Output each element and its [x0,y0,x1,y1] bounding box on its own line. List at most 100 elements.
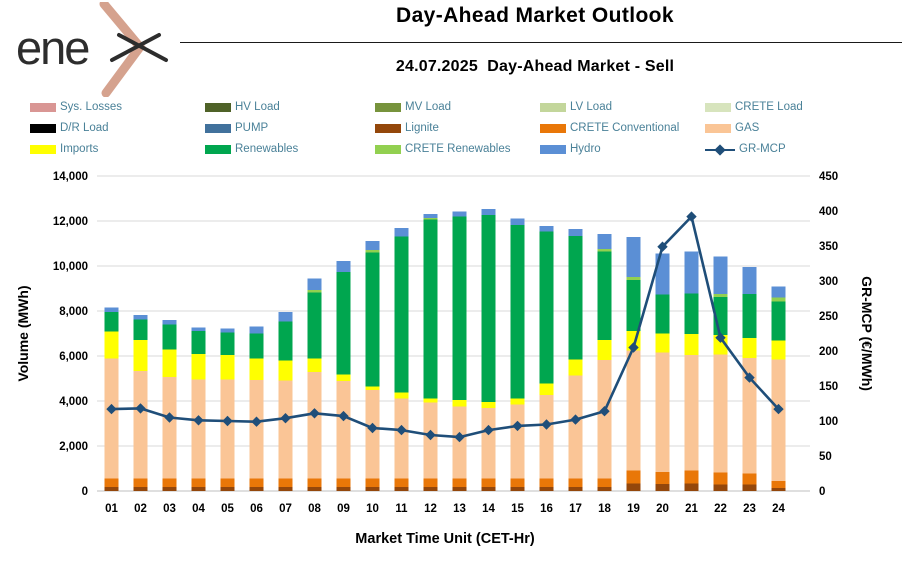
x-tick-label: 15 [511,503,524,515]
bar-segment-14-hydro [481,209,496,215]
legend-color-swatch [705,123,731,133]
bar-segment-24-crete-conventional [771,481,786,488]
bar-segment-24-gas [771,359,786,482]
bar-segment-14-crete-conventional [481,478,496,487]
bar-segment-02-gas [133,371,148,479]
legend-label: HV Load [235,101,280,113]
mcp-marker-15 [512,420,523,432]
bar-segment-04-lignite [191,486,206,491]
mcp-marker-02 [135,403,146,414]
bar-segment-17-lignite [568,486,583,491]
bar-segment-13-gas [452,406,467,479]
mcp-marker-08 [309,408,320,419]
bar-segment-07-renewables [278,321,293,361]
legend-color-swatch [375,102,401,112]
right-axis-tick-label: 400 [819,206,838,218]
x-tick-label: 14 [482,503,495,515]
bar-segment-13-crete-conventional [452,478,467,487]
x-tick-label: 19 [627,503,640,515]
mcp-marker-13 [454,431,465,443]
x-tick-label: 20 [656,503,669,515]
bar-segment-02-hydro [133,314,148,320]
bar-segment-05-imports [220,354,235,380]
legend-color-swatch [540,102,566,112]
x-tick-label: 22 [714,503,727,515]
legend-color-swatch [30,102,56,112]
bar-segment-03-hydro [162,319,177,325]
bar-segment-08-lignite [307,486,322,491]
mcp-line [111,215,780,439]
title-separator [180,42,902,43]
x-tick-label: 04 [192,503,205,515]
bar-segment-22-lignite [713,484,728,491]
bar-segment-21-hydro [684,251,699,294]
bar-segment-14-imports [481,401,496,408]
bar-segment-20-imports [655,333,670,353]
legend-line-marker [705,143,735,156]
legend-label: LV Load [570,101,612,113]
x-tick-label: 06 [250,503,263,515]
bar-segment-19-renewables [626,279,641,332]
legend-label: CRETE Conventional [570,122,680,134]
bar-segment-04-renewables [191,331,206,355]
legend-label: Renewables [235,143,299,155]
x-axis-title: Market Time Unit (CET-Hr) [355,531,535,547]
legend-color-swatch [30,123,56,133]
right-axis-tick-label: 150 [819,381,838,393]
logo-x-stroke-2 [117,33,168,62]
legend-label: D/R Load [60,122,109,134]
bar-segment-09-gas [336,381,351,479]
x-tick-label: 05 [221,503,234,515]
left-axis-tick-label: 10,000 [53,261,88,273]
bar-segment-23-lignite [742,484,757,491]
legend-label: Hydro [570,143,601,155]
bar-segment-10-crete-conventional [365,478,380,487]
bar-segment-11-crete-conventional [394,478,409,487]
bar-segment-12-crete-conventional [423,478,438,487]
bar-segment-17-hydro [568,229,583,236]
bar-segment-06-gas [249,380,264,479]
mcp-marker-07 [280,413,291,424]
bar-segment-19-gas [626,350,641,471]
bar-segment-17-gas [568,375,583,479]
bar-segment-21-imports [684,334,699,355]
legend-label: Sys. Losses [60,101,122,113]
bar-segment-18-crete-renewables [597,248,612,252]
bar-segment-08-crete-conventional [307,478,322,487]
bar-segment-07-lignite [278,486,293,491]
legend-label: GR-MCP [739,143,786,155]
bar-segment-12-imports [423,398,438,403]
left-axis-tick-label: 12,000 [53,216,88,228]
bar-segment-13-hydro [452,211,467,217]
bar-segment-14-renewables [481,214,496,402]
page-title: Day-Ahead Market Outlook [396,4,674,27]
mcp-marker-09 [338,410,349,422]
legend-color-swatch [705,102,731,112]
legend-color-swatch [375,123,401,133]
bar-segment-20-lignite [655,484,670,491]
bar-segment-23-renewables [742,293,757,338]
bar-segment-07-imports [278,360,293,381]
right-axis-tick-label: 100 [819,416,838,428]
x-tick-label: 18 [598,503,611,515]
bar-segment-15-crete-conventional [510,478,525,487]
bar-segment-02-crete-conventional [133,478,148,487]
right-axis-tick-label: 450 [819,171,838,183]
bar-segment-09-imports [336,374,351,382]
left-axis-tick-label: 4,000 [59,396,88,408]
bar-segment-15-renewables [510,225,525,399]
bar-segment-11-hydro [394,228,409,237]
mcp-marker-01 [106,403,117,415]
bar-segment-18-gas [597,360,612,479]
right-axis-tick-label: 350 [819,241,838,253]
mcp-marker-14 [483,424,494,436]
bar-segment-24-crete-renewables [771,297,786,302]
x-tick-label: 08 [308,503,321,515]
bar-segment-12-crete-renewables [423,218,438,220]
legend-item-crete-conventional: CRETE Conventional [540,122,679,134]
legend-item-pump: PUMP [205,122,268,134]
bar-segment-16-crete-conventional [539,478,554,487]
bar-segment-04-hydro [191,327,206,332]
x-tick-label: 07 [279,503,292,515]
